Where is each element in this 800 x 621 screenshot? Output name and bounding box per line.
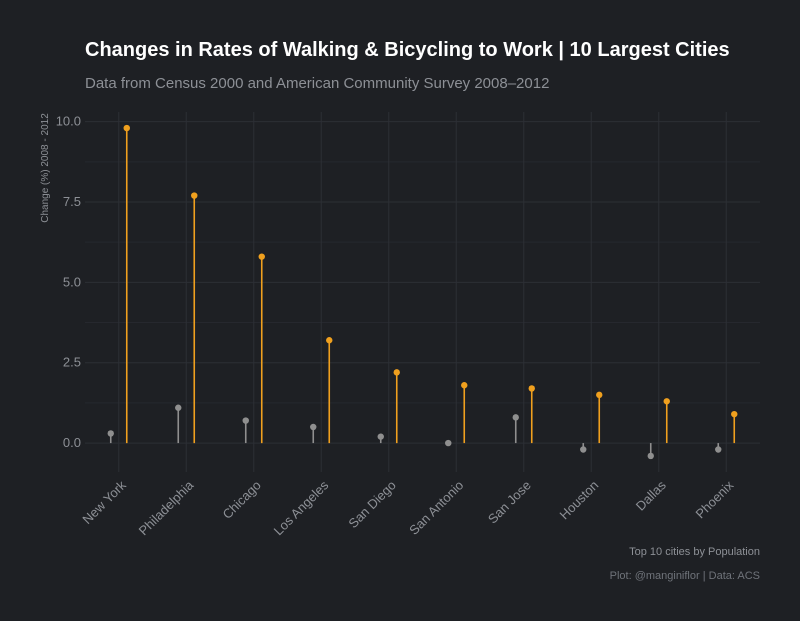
x-tick-label: Los Angeles [271, 477, 332, 538]
y-tick-label: 5.0 [63, 274, 81, 289]
lollipop-point [242, 417, 249, 424]
lollipop-point [461, 382, 468, 389]
x-tick-label: Philadelphia [136, 477, 197, 538]
x-tick-label: New York [79, 477, 129, 527]
data-marks [107, 124, 738, 460]
lollipop-point [528, 385, 535, 392]
lollipop-point [596, 391, 603, 399]
lollipop-point [715, 446, 722, 453]
lollipop-point [258, 253, 265, 260]
lollipop-point [123, 124, 130, 132]
y-tick-label: 10.0 [56, 114, 81, 129]
y-tick-label: 2.5 [63, 355, 81, 370]
lollipop-point [445, 439, 452, 447]
lollipop-point [191, 192, 198, 199]
x-tick-label: Houston [557, 478, 602, 523]
grid-lines [85, 112, 760, 472]
chart-caption: Plot: @manginiflor | Data: ACS [610, 570, 760, 582]
lollipop-point [326, 337, 333, 344]
lollipop-point [377, 433, 384, 440]
y-axis-ticks: 10.0 7.5 5.0 2.5 0.0 [56, 114, 81, 450]
x-tick-label: San Antonio [406, 478, 466, 538]
x-tick-label: San Jose [485, 478, 534, 527]
x-axis-label: Top 10 cities by Population [629, 546, 760, 558]
x-tick-label: Dallas [633, 477, 670, 514]
chart-title: Changes in Rates of Walking & Bicycling … [85, 39, 730, 61]
lollipop-point [512, 414, 519, 421]
x-tick-label: Chicago [220, 478, 264, 522]
lollipop-point [580, 446, 587, 453]
lollipop-point [107, 430, 114, 437]
lollipop-point [175, 404, 182, 411]
lollipop-point [663, 398, 670, 405]
x-tick-label: Phoenix [693, 477, 737, 521]
lollipop-point [731, 410, 738, 418]
y-axis-label: Change (%) 2008 - 2012 [40, 113, 51, 223]
x-tick-label: San Diego [345, 478, 399, 532]
lollipop-point [647, 452, 654, 460]
lollipop-point [393, 369, 400, 376]
y-tick-label: 0.0 [63, 435, 81, 450]
x-axis-ticks: New York Philadelphia Chicago Los Angeles Sa… [79, 477, 736, 538]
chart-subtitle: Data from Census 2000 and American Commu… [85, 75, 549, 92]
lollipop-point [310, 423, 317, 431]
y-tick-label: 7.5 [63, 194, 81, 209]
